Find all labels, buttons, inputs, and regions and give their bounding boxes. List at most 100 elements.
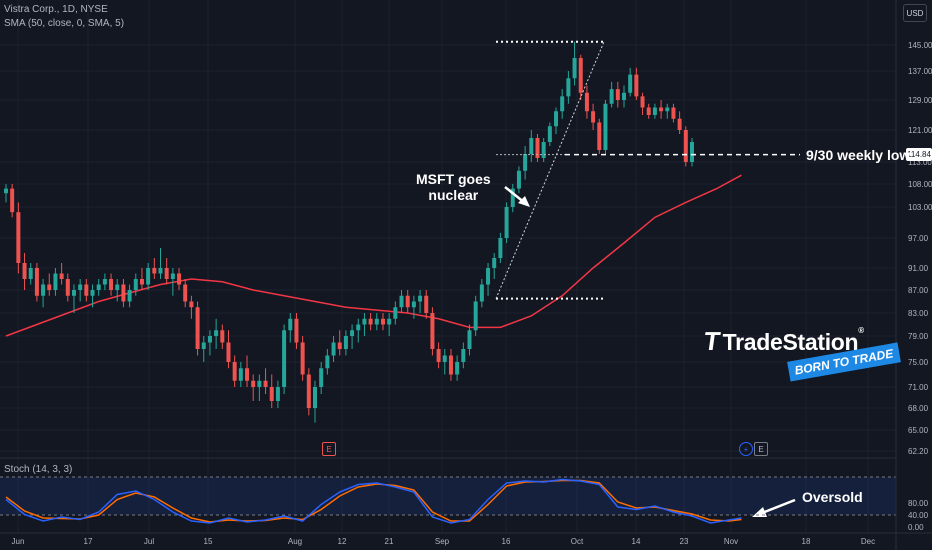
price-tick-label: 83.00 xyxy=(908,309,929,318)
current-price-label: 114.84 xyxy=(906,148,932,161)
candle-body xyxy=(269,387,274,401)
candle-body xyxy=(313,387,317,408)
candle-body xyxy=(622,92,626,100)
sma-legend[interactable]: SMA (50, close, 0, SMA, 5) xyxy=(4,18,125,29)
price-tick-label: 87.00 xyxy=(908,286,929,295)
price-tick-label: 145.00 xyxy=(908,41,932,50)
msft-annotation-line-2: nuclear xyxy=(428,187,479,203)
price-tick-label: 137.00 xyxy=(908,67,932,76)
candle-body xyxy=(683,130,688,162)
stoch-lines xyxy=(0,476,896,524)
candle-body xyxy=(671,107,676,119)
candle-body xyxy=(201,342,206,349)
candle-body xyxy=(380,318,385,325)
candle-body xyxy=(133,279,138,290)
candle-body xyxy=(220,330,225,343)
weekly-low-annotation: 9/30 weekly low xyxy=(806,147,911,163)
currency-button[interactable]: USD xyxy=(903,4,927,22)
candle-body xyxy=(566,78,571,97)
earnings-event-icon-2[interactable]: E xyxy=(754,442,768,456)
candle-body xyxy=(282,330,287,387)
time-tick-label: Oct xyxy=(571,537,584,546)
trend-diagonal xyxy=(495,41,605,299)
stoch-k-line xyxy=(5,478,742,524)
candle-body xyxy=(71,290,76,296)
time-tick-label: Jul xyxy=(144,537,154,546)
msft-annotation-line-1: MSFT goes xyxy=(416,171,491,187)
candle-body xyxy=(96,284,101,290)
candle-body xyxy=(152,268,157,274)
candle-body xyxy=(319,368,324,387)
candle-body xyxy=(146,268,151,285)
candle-body xyxy=(603,103,608,150)
candle-body xyxy=(300,342,305,375)
candle-body xyxy=(28,268,33,279)
candle-body xyxy=(158,268,163,274)
time-tick-label: 12 xyxy=(338,537,347,546)
candle-body xyxy=(374,318,379,325)
candle-body xyxy=(251,380,256,387)
candle-body xyxy=(170,273,175,279)
candle-body xyxy=(226,342,231,362)
price-tick-label: 113.00 xyxy=(908,158,932,167)
oversold-arrow-shaft xyxy=(761,498,796,515)
candle-body xyxy=(646,107,651,115)
symbol-legend[interactable]: Vistra Corp., 1D, NYSE xyxy=(4,4,108,15)
candle-body xyxy=(399,295,404,308)
candle-body xyxy=(164,268,169,279)
candle-body xyxy=(78,284,83,290)
candle-body xyxy=(659,107,664,112)
candle-body xyxy=(560,96,565,112)
registered-icon: ® xyxy=(858,326,864,335)
candles xyxy=(4,41,694,423)
oversold-annotation: Oversold xyxy=(802,489,863,505)
candle-body xyxy=(634,74,639,97)
candle-body xyxy=(183,284,188,302)
time-tick-label: Aug xyxy=(288,537,302,546)
candle-body xyxy=(4,188,8,194)
candle-body xyxy=(59,273,64,279)
time-tick-label: 16 xyxy=(502,537,511,546)
candle-body xyxy=(510,188,515,207)
time-tick-label: Jun xyxy=(12,537,25,546)
price-tick-label: 121.00 xyxy=(908,126,932,135)
candle-body xyxy=(331,342,336,356)
earnings-event-icon[interactable]: E xyxy=(322,442,336,456)
price-tick-label: 129.00 xyxy=(908,96,932,105)
price-tick-label: 62.20 xyxy=(908,447,929,456)
candle-body xyxy=(65,279,70,296)
candle-body xyxy=(214,330,219,336)
tradestation-mark-icon: T xyxy=(701,326,722,356)
candle-body xyxy=(541,142,546,158)
price-tick-label: 68.00 xyxy=(908,404,929,413)
candle-body xyxy=(424,295,429,313)
candle-body xyxy=(405,295,410,308)
candle-body xyxy=(189,301,194,308)
candle-body xyxy=(10,188,15,213)
candle-body xyxy=(461,349,466,362)
time-tick-label: Nov xyxy=(724,537,738,546)
candle-body xyxy=(343,336,348,349)
candle-body xyxy=(109,279,114,290)
candle-body xyxy=(207,336,212,343)
stoch-tick-label: 40.00 xyxy=(908,511,929,520)
candle-body xyxy=(53,273,58,290)
candle-body xyxy=(139,279,144,285)
candle-body xyxy=(498,238,503,258)
candle-body xyxy=(90,290,95,296)
stoch-legend[interactable]: Stoch (14, 3, 3) xyxy=(4,464,73,475)
dividend-event-icon[interactable]: + xyxy=(739,442,753,456)
candle-body xyxy=(41,284,46,296)
candle-body xyxy=(121,284,126,302)
candle-body xyxy=(523,154,528,171)
candle-body xyxy=(597,122,602,150)
time-tick-label: Sep xyxy=(435,537,450,546)
price-tick-label: 75.00 xyxy=(908,358,929,367)
candle-body xyxy=(263,380,268,387)
candle-body xyxy=(504,207,509,238)
candle-body xyxy=(492,258,497,268)
candle-body xyxy=(275,387,280,401)
candle-body xyxy=(177,273,182,285)
candle-body xyxy=(356,324,361,331)
